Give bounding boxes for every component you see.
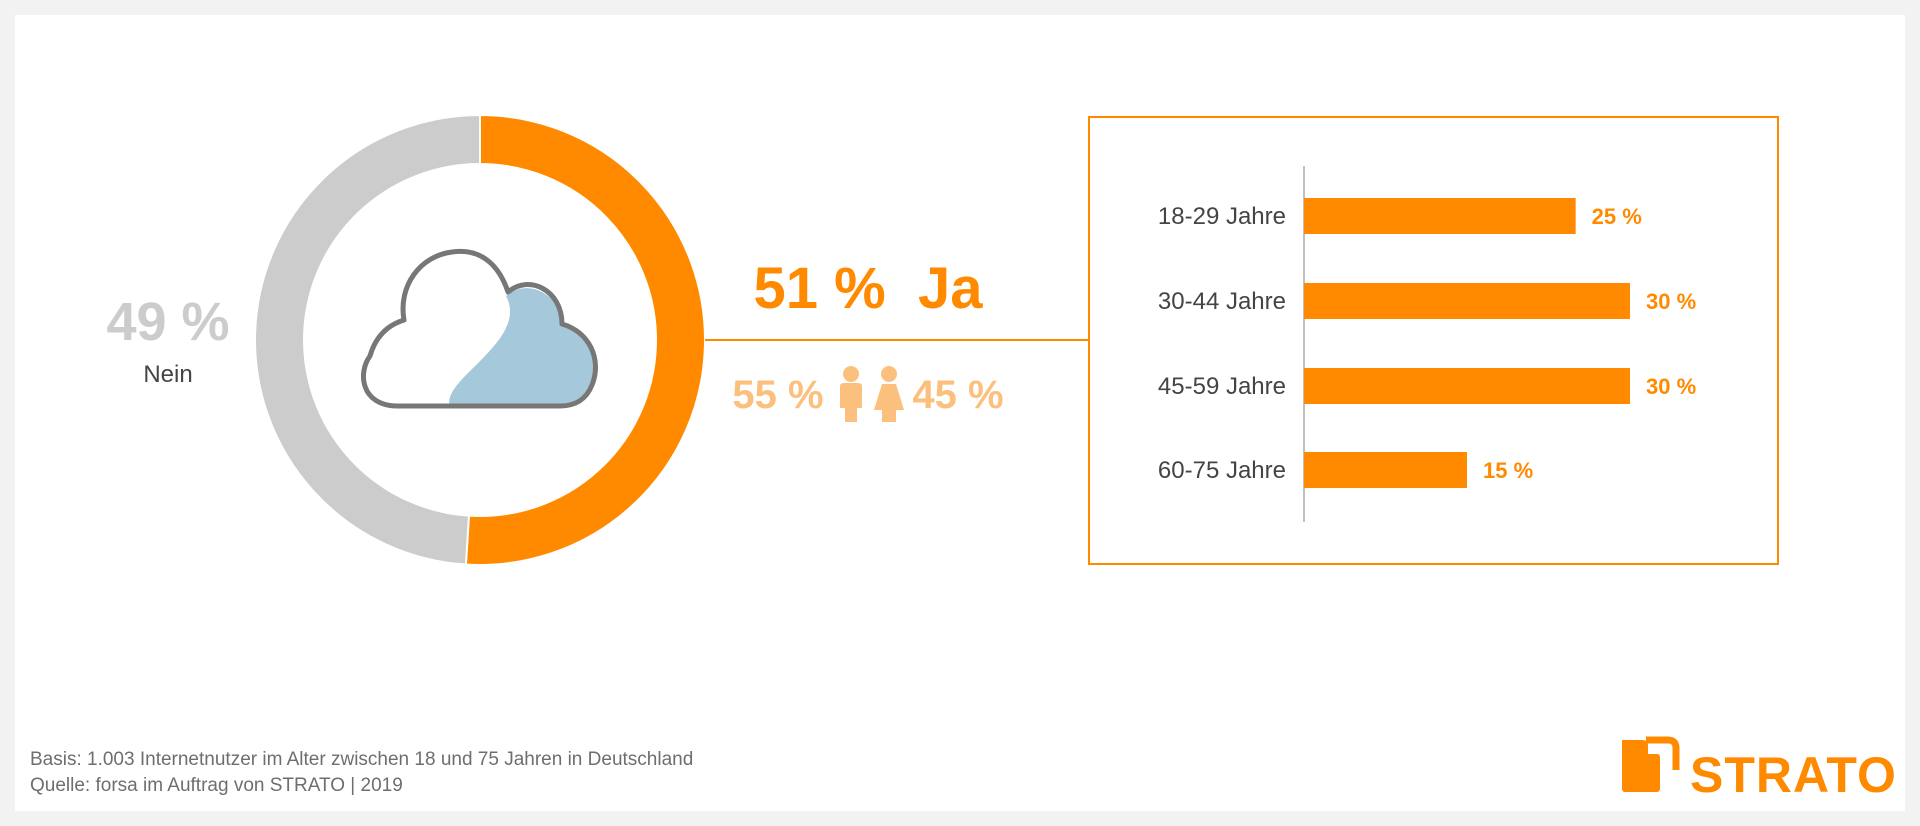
footer-basis: Basis: 1.003 Internetnutzer im Alter zwi… (30, 749, 693, 770)
donut-slice-nein (254, 113, 481, 566)
yes-percent-label: 51 % Ja (754, 256, 984, 321)
bar-value-label: 25 % (1592, 204, 1642, 229)
bar-category-label: 18-29 Jahre (1158, 203, 1286, 230)
female-percent-label: 45 % (912, 373, 1003, 417)
no-label: Nein (143, 361, 192, 388)
bar (1304, 368, 1630, 404)
bar (1304, 198, 1576, 234)
bar (1304, 283, 1630, 319)
donut-chart (254, 113, 706, 566)
female-person-icon (874, 366, 904, 422)
age-bar-chart: 18-29 Jahre 25 % 30-44 Jahre 30 % 45-59 Jahr… (1158, 198, 1696, 488)
strato-logo: STRATO (1622, 736, 1897, 803)
no-percent-label: 49 % (106, 292, 229, 352)
bar-value-label: 30 % (1646, 374, 1696, 399)
bar-value-label: 30 % (1646, 289, 1696, 314)
bar-chart-frame (1088, 116, 1779, 565)
infographic-card (15, 15, 1905, 811)
male-percent-label: 55 % (732, 373, 823, 417)
footer-source: Quelle: forsa im Auftrag von STRATO | 20… (30, 775, 403, 796)
donut-slice-ja (464, 113, 706, 566)
bar-value-label: 15 % (1483, 458, 1533, 483)
bar-category-label: 45-59 Jahre (1158, 373, 1286, 400)
male-person-icon (840, 366, 862, 422)
bar-category-label: 30-44 Jahre (1158, 288, 1286, 315)
bar (1304, 452, 1467, 488)
cloud-icon (361, 248, 598, 409)
strato-logo-text: STRATO (1690, 747, 1897, 803)
bar-category-label: 60-75 Jahre (1158, 457, 1286, 484)
